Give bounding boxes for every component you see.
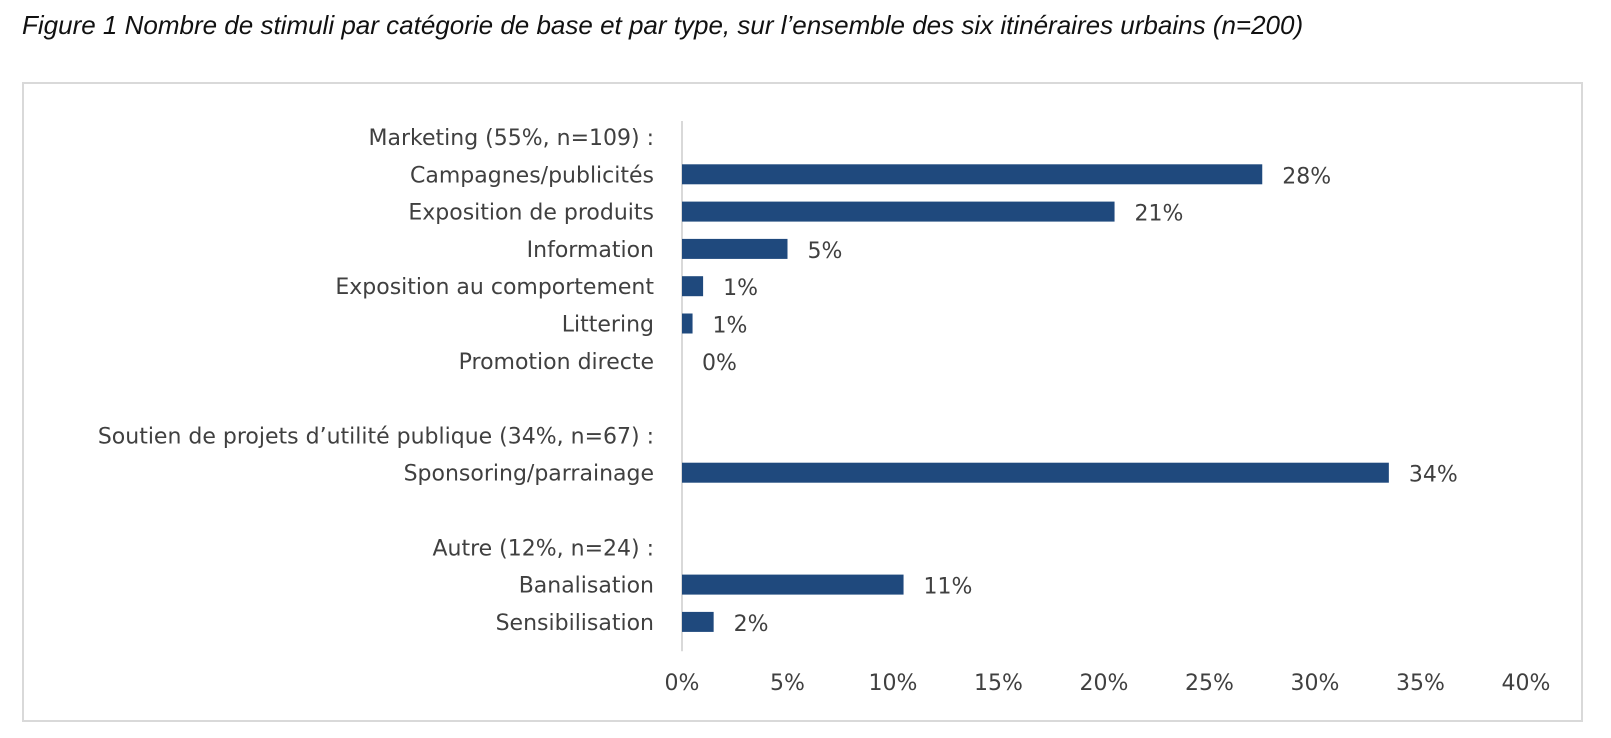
category-label: Promotion directe bbox=[459, 350, 654, 375]
data-label: 0% bbox=[702, 351, 737, 376]
bar bbox=[682, 313, 693, 334]
bar bbox=[682, 276, 704, 297]
data-label: 1% bbox=[723, 276, 758, 301]
category-label: Campagnes/publicités bbox=[410, 163, 654, 188]
x-tick-label: 35% bbox=[1396, 671, 1445, 696]
x-tick-label: 25% bbox=[1185, 671, 1234, 696]
group-header-label: Autre (12%, n=24) : bbox=[432, 536, 654, 561]
data-label: 2% bbox=[734, 612, 769, 637]
data-label: 34% bbox=[1409, 463, 1458, 488]
category-label: Sponsoring/parrainage bbox=[404, 462, 654, 487]
x-tick-label: 15% bbox=[974, 671, 1023, 696]
category-label: Sensibilisation bbox=[496, 611, 654, 636]
x-tick-label: 5% bbox=[770, 671, 805, 696]
data-label: 11% bbox=[924, 575, 973, 600]
category-label: Exposition au comportement bbox=[335, 275, 654, 300]
group-header-label: Marketing (55%, n=109) : bbox=[369, 126, 654, 151]
data-label: 5% bbox=[808, 239, 843, 264]
figure-title: Figure 1 Nombre de stimuli par catégorie… bbox=[22, 10, 1304, 40]
bar bbox=[682, 611, 714, 632]
category-label: Banalisation bbox=[519, 574, 654, 599]
data-label: 28% bbox=[1282, 164, 1331, 189]
category-label: Exposition de produits bbox=[408, 201, 654, 226]
data-label: 1% bbox=[713, 314, 748, 339]
data-label: 21% bbox=[1135, 202, 1184, 227]
chart-frame bbox=[22, 82, 1583, 722]
x-tick-label: 10% bbox=[869, 671, 918, 696]
bar bbox=[682, 164, 1263, 185]
group-header-label: Soutien de projets d’utilité publique (3… bbox=[98, 424, 654, 449]
bar bbox=[682, 574, 904, 595]
category-label: Littering bbox=[562, 313, 654, 338]
bar bbox=[682, 201, 1115, 222]
category-label: Information bbox=[527, 238, 654, 263]
x-tick-label: 40% bbox=[1502, 671, 1551, 696]
bar bbox=[682, 238, 788, 259]
x-tick-label: 30% bbox=[1291, 671, 1340, 696]
x-tick-label: 20% bbox=[1080, 671, 1129, 696]
x-tick-label: 0% bbox=[665, 671, 700, 696]
bar bbox=[682, 462, 1389, 483]
